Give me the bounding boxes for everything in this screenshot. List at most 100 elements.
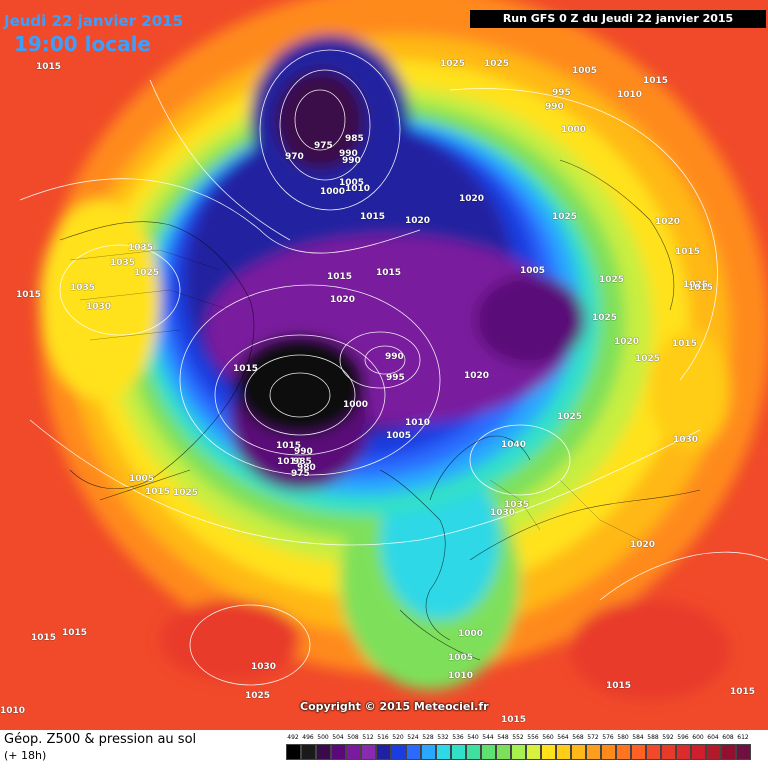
isobar-value-label: 1020 [405, 216, 431, 226]
scale-color-swatch [721, 744, 736, 760]
footer-title: Géop. Z500 & pression au sol [4, 732, 197, 747]
scale-color-swatch [496, 744, 511, 760]
scale-color-swatch [481, 744, 496, 760]
scale-tick-label: 520 [392, 734, 404, 741]
isobar-value-label: 975 [291, 469, 310, 479]
scale-tick-label: 564 [557, 734, 569, 741]
pacific-yellow [40, 200, 160, 400]
scale-color-swatch [736, 744, 751, 760]
isobar-value-label: 1025 [683, 280, 709, 290]
scale-tick-label: 496 [302, 734, 314, 741]
scale-color-swatch [601, 744, 616, 760]
isobar-value-label: 1030 [86, 302, 112, 312]
scale-color-swatch [586, 744, 601, 760]
scale-tick-label: 576 [602, 734, 614, 741]
time-label: 19:00 locale [14, 32, 151, 56]
isobar-value-label: 1035 [504, 500, 530, 510]
coastlines [59, 159, 701, 661]
country-borders [69, 249, 641, 541]
scale-tick-label: 528 [422, 734, 434, 741]
isobar-value-label: 1025 [635, 354, 661, 364]
isobar-value-label: 1030 [251, 662, 277, 672]
isobar-value-label: 1025 [245, 691, 271, 701]
isobar-value-label: 1010 [448, 671, 474, 681]
isobar-value-label: 1035 [110, 258, 136, 268]
run-banner: Run GFS 0 Z du Jeudi 22 janvier 2015 [470, 10, 766, 28]
isobar-value-label: 1010 [0, 706, 26, 716]
isobar-value-label: 1015 [376, 268, 402, 278]
scale-tick-label: 568 [572, 734, 584, 741]
scale-tick-label: 580 [617, 734, 629, 741]
scale-tick-label: 492 [287, 734, 299, 741]
footer-subtitle: (+ 18h) [4, 749, 47, 762]
scale-color-swatch [556, 744, 571, 760]
isobar-value-label: 985 [345, 134, 364, 144]
isobar-value-label: 990 [294, 447, 313, 457]
scale-tick-label: 592 [662, 734, 674, 741]
scale-color-swatch [541, 744, 556, 760]
scale-tick-label: 544 [482, 734, 494, 741]
scale-color-swatch [511, 744, 526, 760]
isobar-value-label: 1025 [484, 59, 510, 69]
vortex-core [235, 335, 365, 435]
scale-tick-label: 584 [632, 734, 644, 741]
isobar-value-label: 1015 [327, 272, 353, 282]
scale-tick-label: 588 [647, 734, 659, 741]
isobar-value-label: 1015 [276, 441, 302, 451]
isobar-value-label: 1015 [16, 290, 42, 300]
isobar-value-label: 1020 [630, 540, 656, 550]
isobar-value-label: 1025 [557, 412, 583, 422]
scale-color-swatch [676, 744, 691, 760]
scale-tick-label: 572 [587, 734, 599, 741]
isobar-value-label: 1010 [277, 457, 303, 467]
scale-color-swatch [331, 744, 346, 760]
isobar-value-label: 990 [339, 149, 358, 159]
isobar-value-label: 1000 [343, 400, 369, 410]
isobar-value-label: 1015 [501, 715, 527, 725]
scale-color-swatch [316, 744, 331, 760]
scale-color-swatch [361, 744, 376, 760]
scale-color-swatch [391, 744, 406, 760]
isobar-value-label: 990 [342, 156, 361, 166]
scale-tick-label: 512 [362, 734, 374, 741]
isobar-value-label: 1035 [128, 243, 154, 253]
warm-southeast [570, 600, 730, 700]
isobar-value-label: 1020 [459, 194, 485, 204]
isobar-value-label: 1015 [145, 487, 171, 497]
isobar-value-label: 1000 [458, 629, 484, 639]
scale-tick-label: 524 [407, 734, 419, 741]
isobar-value-label: 1025 [134, 268, 160, 278]
isobar-value-label: 995 [386, 373, 405, 383]
isobar-value-label: 1000 [561, 125, 587, 135]
scale-color-swatch [691, 744, 706, 760]
isobar-value-label: 1035 [70, 283, 96, 293]
isobar-value-label: 1000 [320, 187, 346, 197]
scale-color-swatch [616, 744, 631, 760]
isobar-value-label: 990 [385, 352, 404, 362]
isobar-value-label: 1015 [36, 62, 62, 72]
scale-tick-label: 536 [452, 734, 464, 741]
scale-color-swatch [706, 744, 721, 760]
scale-tick-label: 500 [317, 734, 329, 741]
scale-color-swatch [646, 744, 661, 760]
scale-color-swatch [661, 744, 676, 760]
isobar-value-label: 1005 [520, 266, 546, 276]
isobar-value-label: 1025 [173, 488, 199, 498]
isobar-value-label: 1030 [673, 435, 699, 445]
scale-tick-label: 504 [332, 734, 344, 741]
isobar-value-label: 1030 [490, 508, 516, 518]
isobar-value-label: 1015 [360, 212, 386, 222]
purple-east [475, 275, 585, 365]
isobar-value-label: 1015 [672, 339, 698, 349]
canada-low-core [275, 70, 365, 170]
isobar-value-label: 1005 [386, 431, 412, 441]
isobar-value-label: 1040 [501, 440, 527, 450]
z500-pressure-map [0, 0, 768, 730]
scale-color-swatch [346, 744, 361, 760]
isobar-value-label: 1015 [730, 687, 756, 697]
isobar-value-label: 1010 [345, 184, 371, 194]
isobar-value-label: 1020 [614, 337, 640, 347]
scale-color-swatch [286, 744, 301, 760]
scale-tick-label: 612 [737, 734, 749, 741]
scale-color-swatch [406, 744, 421, 760]
